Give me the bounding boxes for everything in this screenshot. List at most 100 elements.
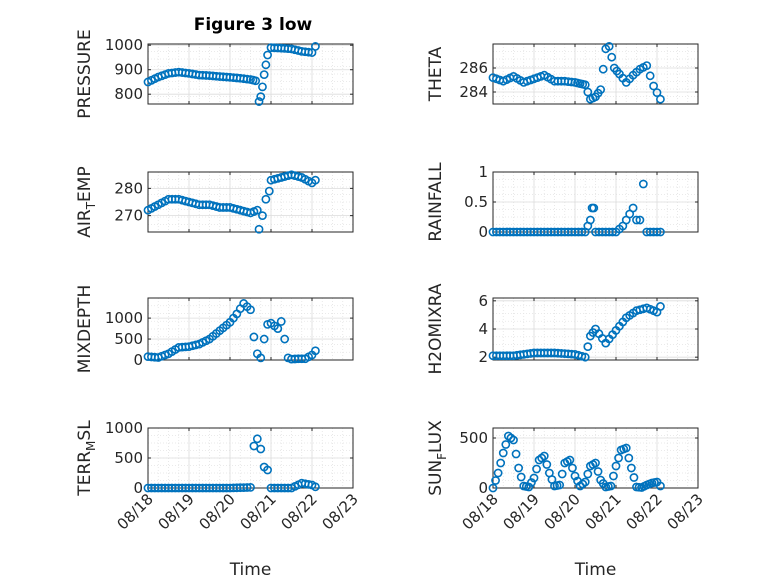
x-tick-label: 08/21	[237, 490, 280, 533]
x-axis-label: Time	[229, 560, 272, 580]
y-tick-label: 1	[478, 163, 488, 181]
data-point	[493, 468, 503, 478]
x-axis-label: Time	[574, 560, 617, 580]
data-point	[656, 227, 665, 237]
data-series	[488, 302, 665, 362]
y-tick-label: 2	[478, 348, 488, 366]
data-point	[251, 76, 261, 86]
data-point	[638, 179, 648, 189]
data-point	[516, 472, 526, 482]
data-point	[593, 467, 603, 476]
y-tick-label: 1000	[105, 36, 143, 54]
data-point	[263, 50, 272, 60]
data-point	[258, 82, 267, 92]
y-tick-label: 0	[478, 479, 488, 497]
axes-box	[492, 427, 699, 489]
y-axis-label: AIRTEMP	[75, 166, 98, 237]
data-point	[565, 455, 575, 465]
x-tick-label: 08/23	[319, 490, 362, 533]
data-point	[311, 346, 320, 356]
data-point	[609, 471, 618, 481]
y-tick-label: 4	[478, 320, 488, 338]
data-point	[614, 453, 623, 463]
data-point	[246, 482, 255, 492]
data-point	[652, 88, 662, 97]
data-point	[491, 476, 500, 485]
data-point	[261, 194, 271, 204]
data-point	[542, 460, 552, 469]
data-point	[259, 334, 269, 344]
y-axis-label: H2OMIXRA	[426, 283, 446, 374]
data-point	[532, 464, 541, 474]
data-point	[607, 52, 617, 62]
subplot-3: 270 280 AIRTEMP	[75, 166, 354, 238]
x-tick-label: 08/19	[500, 490, 543, 533]
data-point	[626, 463, 636, 473]
data-point	[529, 473, 539, 483]
data-point	[580, 80, 590, 90]
y-tick-label: 800	[114, 85, 143, 103]
data-point	[656, 481, 665, 491]
subplot-5: 0 500 1000 MIXDEPTH	[75, 285, 354, 373]
data-point	[645, 71, 655, 81]
y-tick-label: 270	[114, 207, 143, 225]
data-point	[568, 463, 577, 473]
data-point	[258, 211, 267, 221]
data-series	[488, 179, 665, 237]
data-point	[242, 483, 252, 492]
y-tick-label: 0.5	[464, 193, 488, 211]
data-point	[311, 175, 320, 185]
data-point	[555, 480, 565, 490]
data-point	[628, 203, 638, 213]
y-tick-label: 280	[114, 179, 143, 197]
data-point	[261, 60, 271, 70]
axes-box	[147, 171, 354, 233]
y-tick-label: 1000	[105, 419, 143, 437]
data-point	[488, 483, 498, 493]
data-point	[311, 42, 320, 51]
y-axis-label: THETA	[426, 46, 446, 102]
data-point	[254, 224, 264, 234]
subplot-7: 05001000TERRMSL08/1808/1908/2008/2108/22…	[75, 419, 362, 580]
data-point	[604, 42, 614, 51]
data-point	[642, 61, 652, 70]
data-point	[656, 302, 665, 311]
data-point	[259, 70, 269, 80]
y-tick-label: 0	[133, 351, 143, 369]
data-point	[539, 451, 549, 461]
x-tick-label: 08/20	[541, 490, 584, 533]
y-tick-label: 6	[478, 292, 488, 310]
data-point	[649, 81, 658, 91]
data-point	[611, 461, 621, 471]
data-point	[580, 477, 590, 487]
x-tick-label: 08/19	[155, 490, 198, 533]
x-tick-label: 08/22	[278, 490, 321, 533]
data-point	[656, 94, 665, 104]
data-point	[606, 481, 616, 491]
data-point	[511, 449, 521, 459]
data-point	[524, 482, 534, 492]
data-point	[632, 215, 641, 225]
y-tick-label: 1000	[105, 309, 143, 327]
y-tick-label: 500	[114, 330, 143, 348]
data-point	[598, 64, 608, 74]
data-point	[591, 458, 600, 468]
data-point	[629, 473, 639, 482]
data-point	[276, 317, 286, 326]
y-tick-label: 284	[459, 83, 488, 101]
data-point	[577, 227, 587, 237]
data-series	[143, 42, 320, 106]
data-point	[311, 482, 320, 492]
figure-title: Figure 3 low	[194, 15, 313, 35]
data-point	[624, 453, 634, 463]
data-point	[256, 92, 266, 102]
data-point	[249, 332, 259, 342]
data-point	[652, 227, 662, 237]
data-point	[621, 443, 631, 453]
data-series	[488, 431, 665, 493]
subplot-1: 800 900 1000 PRESSURE	[75, 29, 354, 119]
subplot-2: 284 286 THETA	[426, 42, 699, 105]
data-point	[509, 435, 518, 445]
subplot-6: 2 4 6 H2OMIXRA	[426, 283, 699, 375]
